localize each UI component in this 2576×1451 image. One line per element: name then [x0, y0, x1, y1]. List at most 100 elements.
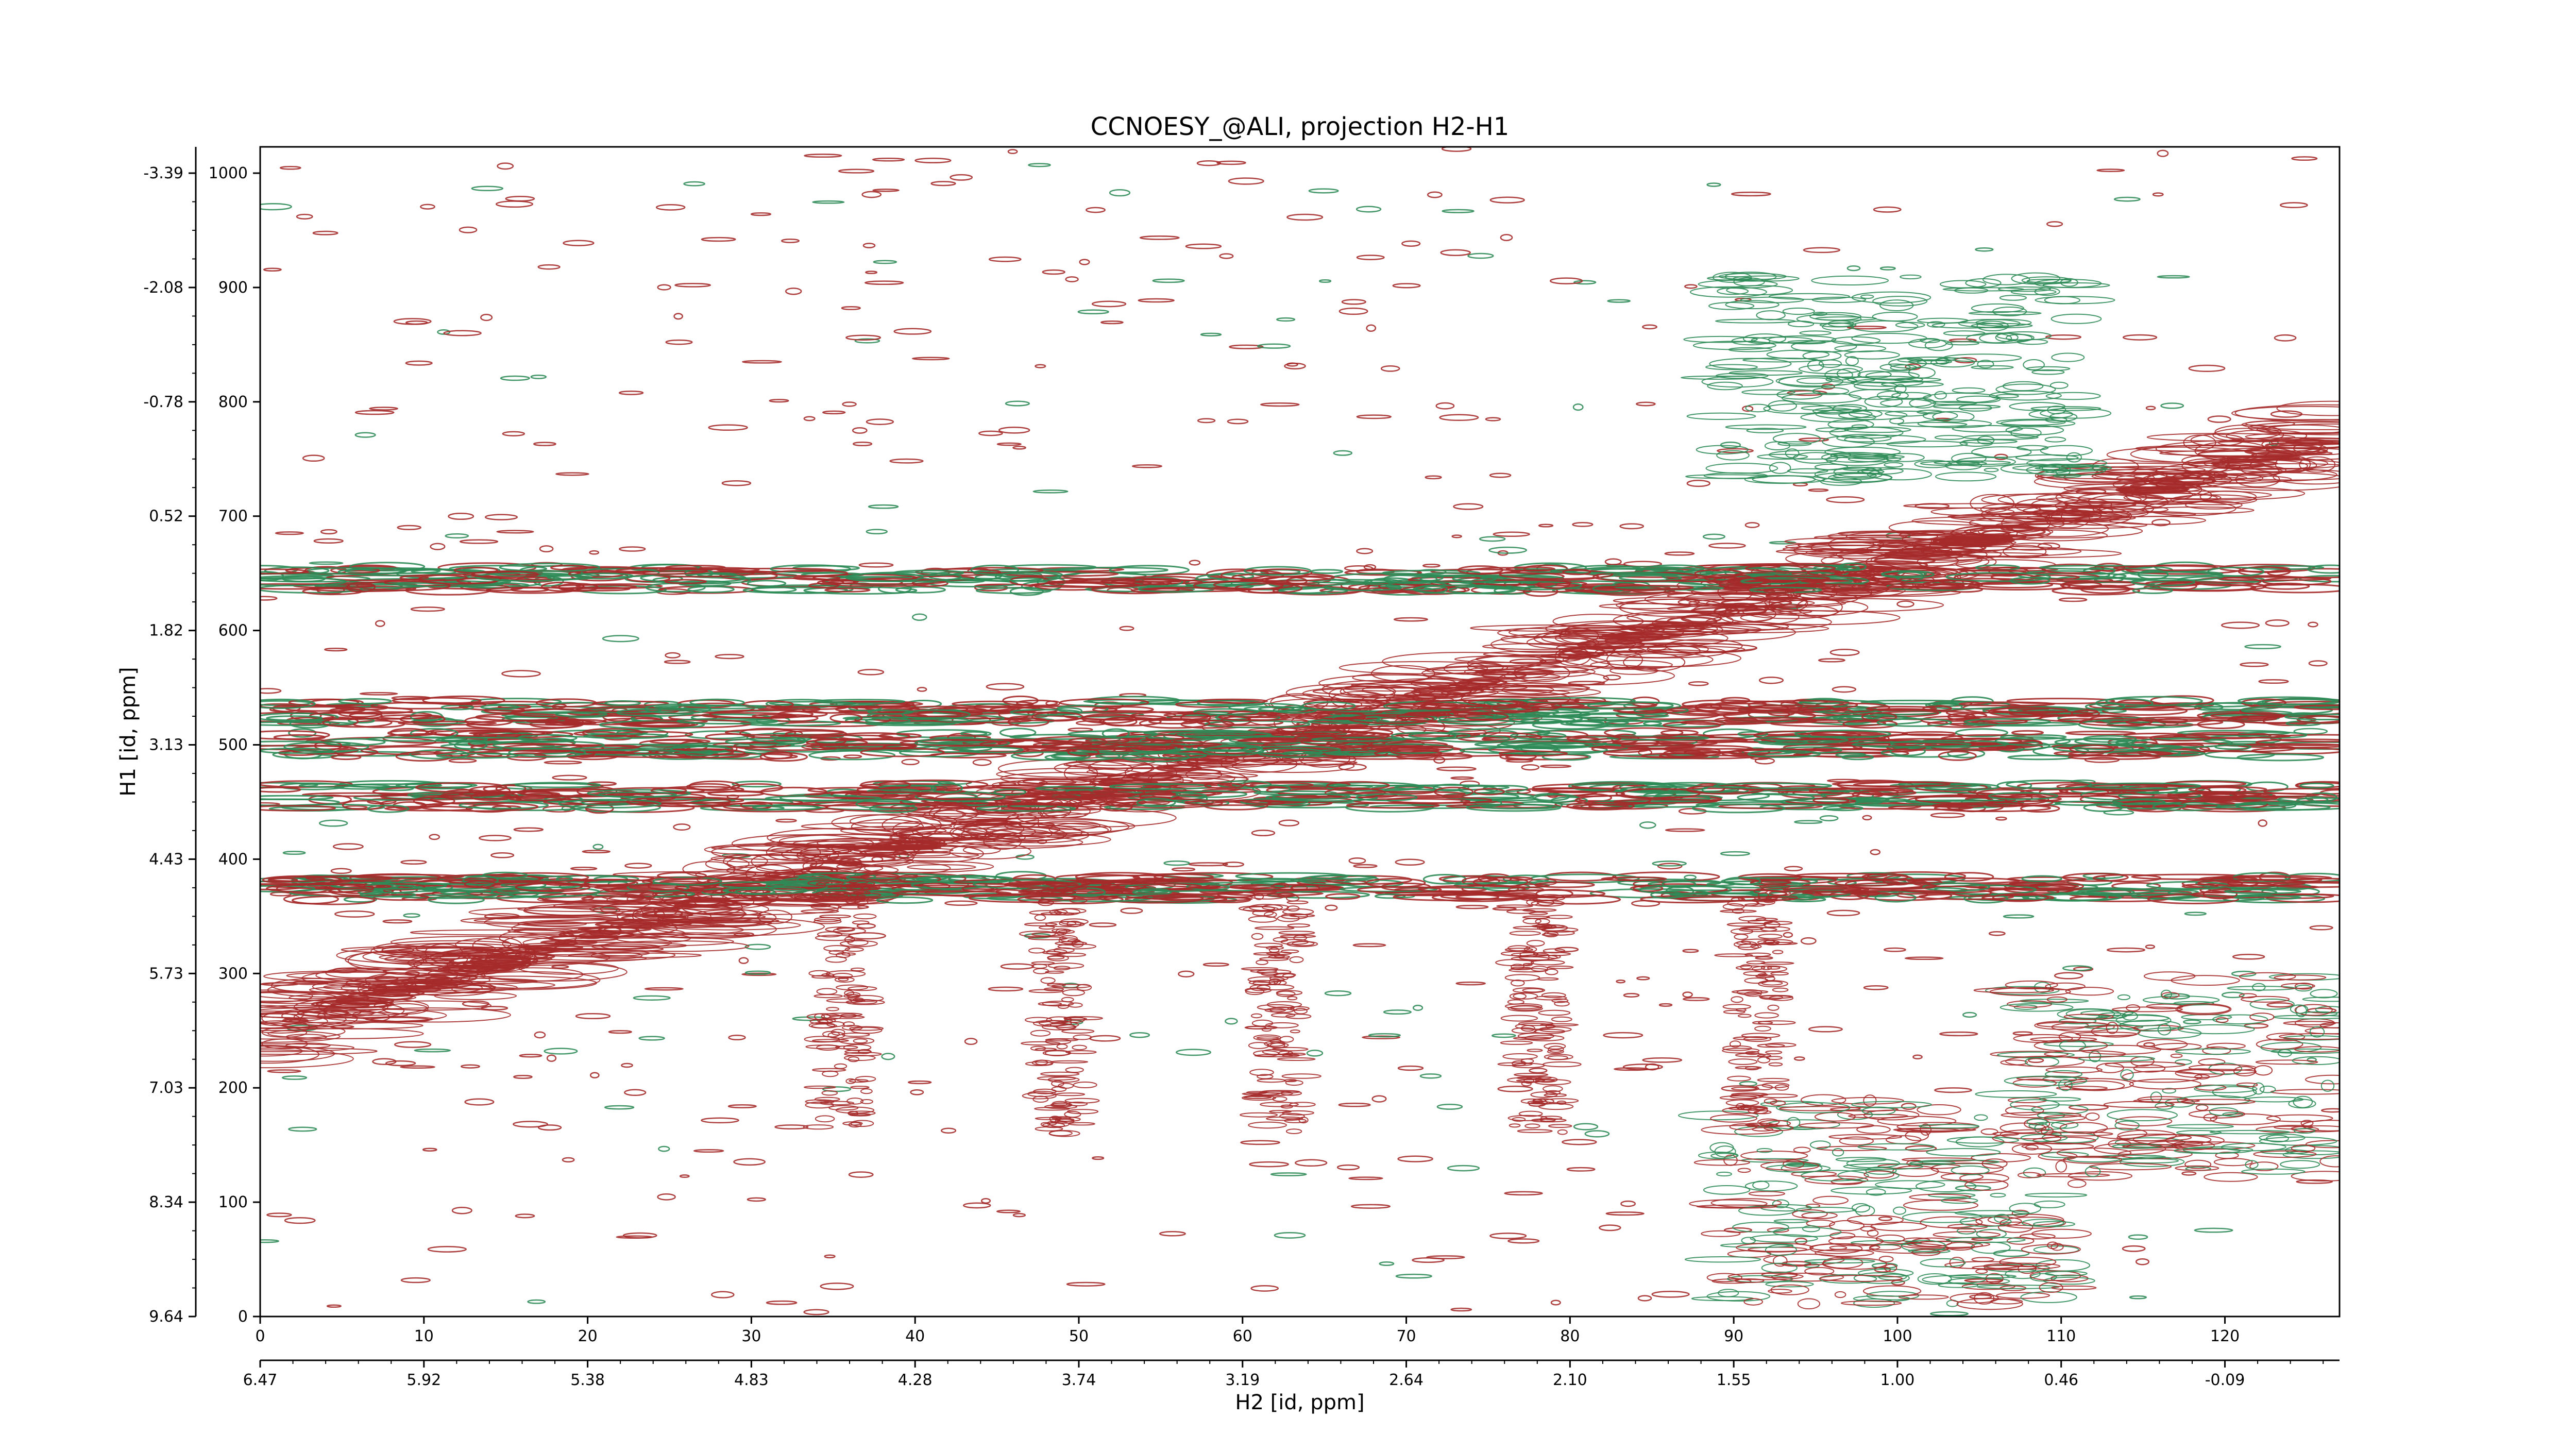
contour-945	[2234, 404, 2340, 422]
contour-447	[2113, 196, 2141, 202]
contour-303	[460, 1064, 481, 1069]
x-index-axis-label-0: 0	[255, 1327, 265, 1345]
contour-299	[1620, 1200, 1636, 1207]
contour-302	[1163, 860, 1190, 866]
contour-645	[326, 1304, 342, 1308]
contour-881	[1590, 660, 1673, 670]
contour-137	[1120, 907, 1143, 914]
contour-416	[638, 1036, 665, 1041]
contour-183	[1684, 284, 1698, 289]
contour-78	[912, 613, 927, 621]
contour-220	[1455, 981, 1486, 986]
contour-206	[857, 669, 885, 676]
contour-20	[448, 758, 477, 763]
contour-500	[1467, 252, 1494, 259]
contour-399	[1435, 402, 1455, 410]
contour-1197	[2106, 446, 2257, 463]
contour-414	[260, 203, 292, 211]
contour-281	[785, 288, 802, 295]
contour-551	[1538, 524, 1554, 528]
contour-545	[1492, 1033, 1516, 1038]
x-ppm-axis-label-6: 3.19	[1225, 1371, 1260, 1389]
contour-542	[555, 472, 589, 476]
contour-39	[1562, 1139, 1597, 1145]
contour-748	[2036, 492, 2165, 504]
contour-1216	[260, 1023, 346, 1040]
contour-331	[1758, 677, 1784, 684]
contour-246	[1353, 864, 1378, 868]
contour-219	[1419, 1073, 1442, 1079]
contour-212	[1603, 674, 1621, 681]
contour-64	[1455, 905, 1489, 909]
contour-169	[400, 1065, 435, 1069]
contour-644	[621, 1062, 633, 1068]
contour-94	[1905, 1145, 1937, 1152]
contour-99	[539, 545, 554, 553]
contour-398	[889, 458, 924, 464]
contour-199	[267, 1069, 301, 1073]
y-index-axis-label-3: 300	[218, 965, 248, 983]
contour-231	[1651, 1290, 1690, 1298]
contour-236	[2068, 1104, 2109, 1111]
contour-627	[313, 538, 344, 544]
contour-373	[400, 859, 427, 865]
contour-261	[1227, 418, 1249, 425]
contour-321	[312, 230, 338, 235]
contour-1124	[2257, 424, 2340, 435]
contour-195	[2309, 925, 2333, 931]
contour-191	[774, 1124, 809, 1130]
contour-622	[1324, 990, 1352, 997]
contour-623	[674, 283, 711, 288]
contour-227	[1200, 332, 1222, 336]
x-index-axis-label-10: 100	[1883, 1327, 1912, 1345]
contour-497	[1658, 1003, 1673, 1007]
contour-182	[513, 1075, 533, 1079]
contour-507	[544, 1048, 578, 1055]
contour-98	[1929, 1311, 1969, 1317]
contour-1173	[770, 834, 913, 847]
contour-599	[1803, 247, 1841, 254]
contour-565	[1356, 548, 1374, 554]
y-ppm-axis-label-7: 0.52	[149, 508, 183, 526]
contour-381	[1572, 522, 1594, 527]
contour-969	[1038, 820, 1100, 830]
contour-1231	[260, 1045, 303, 1057]
contour-88	[354, 432, 376, 438]
contour-952	[260, 1010, 347, 1028]
contour-528	[861, 191, 882, 198]
contour-448	[1873, 206, 1902, 213]
contour-493	[1412, 1004, 1423, 1011]
contour-1217	[345, 950, 468, 969]
contour-292	[1934, 1087, 1972, 1093]
contour-0	[1356, 255, 1385, 260]
contour-444	[673, 823, 691, 831]
contour-512	[1306, 1050, 1324, 1057]
contour-427	[484, 514, 518, 520]
contour-359	[1352, 943, 1386, 948]
contour-313	[324, 647, 348, 652]
contour-630	[655, 204, 686, 211]
contour-443	[1493, 531, 1530, 537]
contour-82	[334, 910, 375, 918]
y-ppm-axis-label-8: -0.78	[143, 393, 183, 411]
contour-487	[1383, 1009, 1412, 1015]
contour-465	[1863, 985, 1889, 990]
x-index-axis-label-5: 50	[1069, 1327, 1089, 1345]
contour-632	[1521, 764, 1540, 771]
contour-637	[624, 1089, 647, 1096]
contour-90	[2188, 364, 2226, 373]
contour-417	[804, 154, 842, 158]
x-ppm-axis-label-9: 1.55	[1717, 1371, 1751, 1389]
contour-506	[330, 868, 352, 874]
contour-505	[1682, 991, 1693, 998]
contour-21	[1720, 851, 1750, 856]
contour-1063	[591, 952, 643, 959]
contour-257	[664, 660, 691, 664]
contour-104	[405, 360, 433, 366]
contour-519	[1091, 300, 1127, 308]
contour-14	[1479, 536, 1506, 542]
contour-234	[1318, 279, 1332, 283]
contour-504	[608, 1030, 632, 1034]
